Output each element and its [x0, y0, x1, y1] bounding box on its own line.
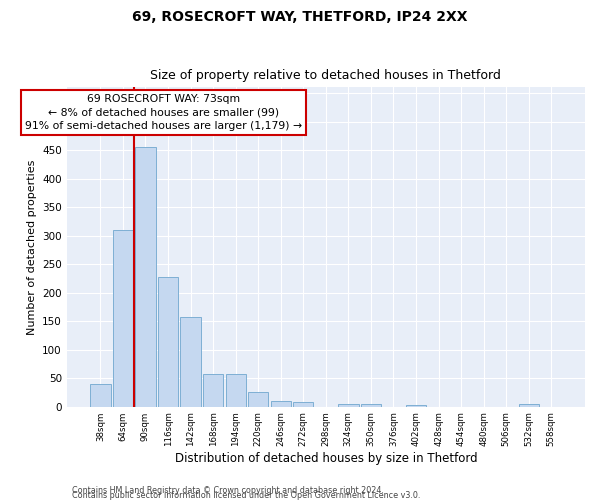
Bar — [158, 276, 178, 406]
Bar — [226, 374, 246, 406]
Bar — [181, 316, 201, 406]
Bar — [406, 405, 426, 406]
Title: Size of property relative to detached houses in Thetford: Size of property relative to detached ho… — [151, 69, 501, 82]
Bar — [248, 392, 268, 406]
X-axis label: Distribution of detached houses by size in Thetford: Distribution of detached houses by size … — [175, 452, 477, 465]
Text: 69 ROSECROFT WAY: 73sqm
← 8% of detached houses are smaller (99)
91% of semi-det: 69 ROSECROFT WAY: 73sqm ← 8% of detached… — [25, 94, 302, 130]
Bar — [90, 384, 110, 406]
Text: Contains HM Land Registry data © Crown copyright and database right 2024.: Contains HM Land Registry data © Crown c… — [72, 486, 384, 495]
Text: Contains public sector information licensed under the Open Government Licence v3: Contains public sector information licen… — [72, 491, 421, 500]
Bar — [203, 374, 223, 406]
Bar — [113, 230, 133, 406]
Bar — [271, 401, 291, 406]
Bar — [293, 402, 313, 406]
Bar — [136, 147, 155, 406]
Bar — [338, 404, 359, 406]
Text: 69, ROSECROFT WAY, THETFORD, IP24 2XX: 69, ROSECROFT WAY, THETFORD, IP24 2XX — [132, 10, 468, 24]
Bar — [518, 404, 539, 406]
Bar — [361, 404, 381, 406]
Y-axis label: Number of detached properties: Number of detached properties — [26, 160, 37, 334]
